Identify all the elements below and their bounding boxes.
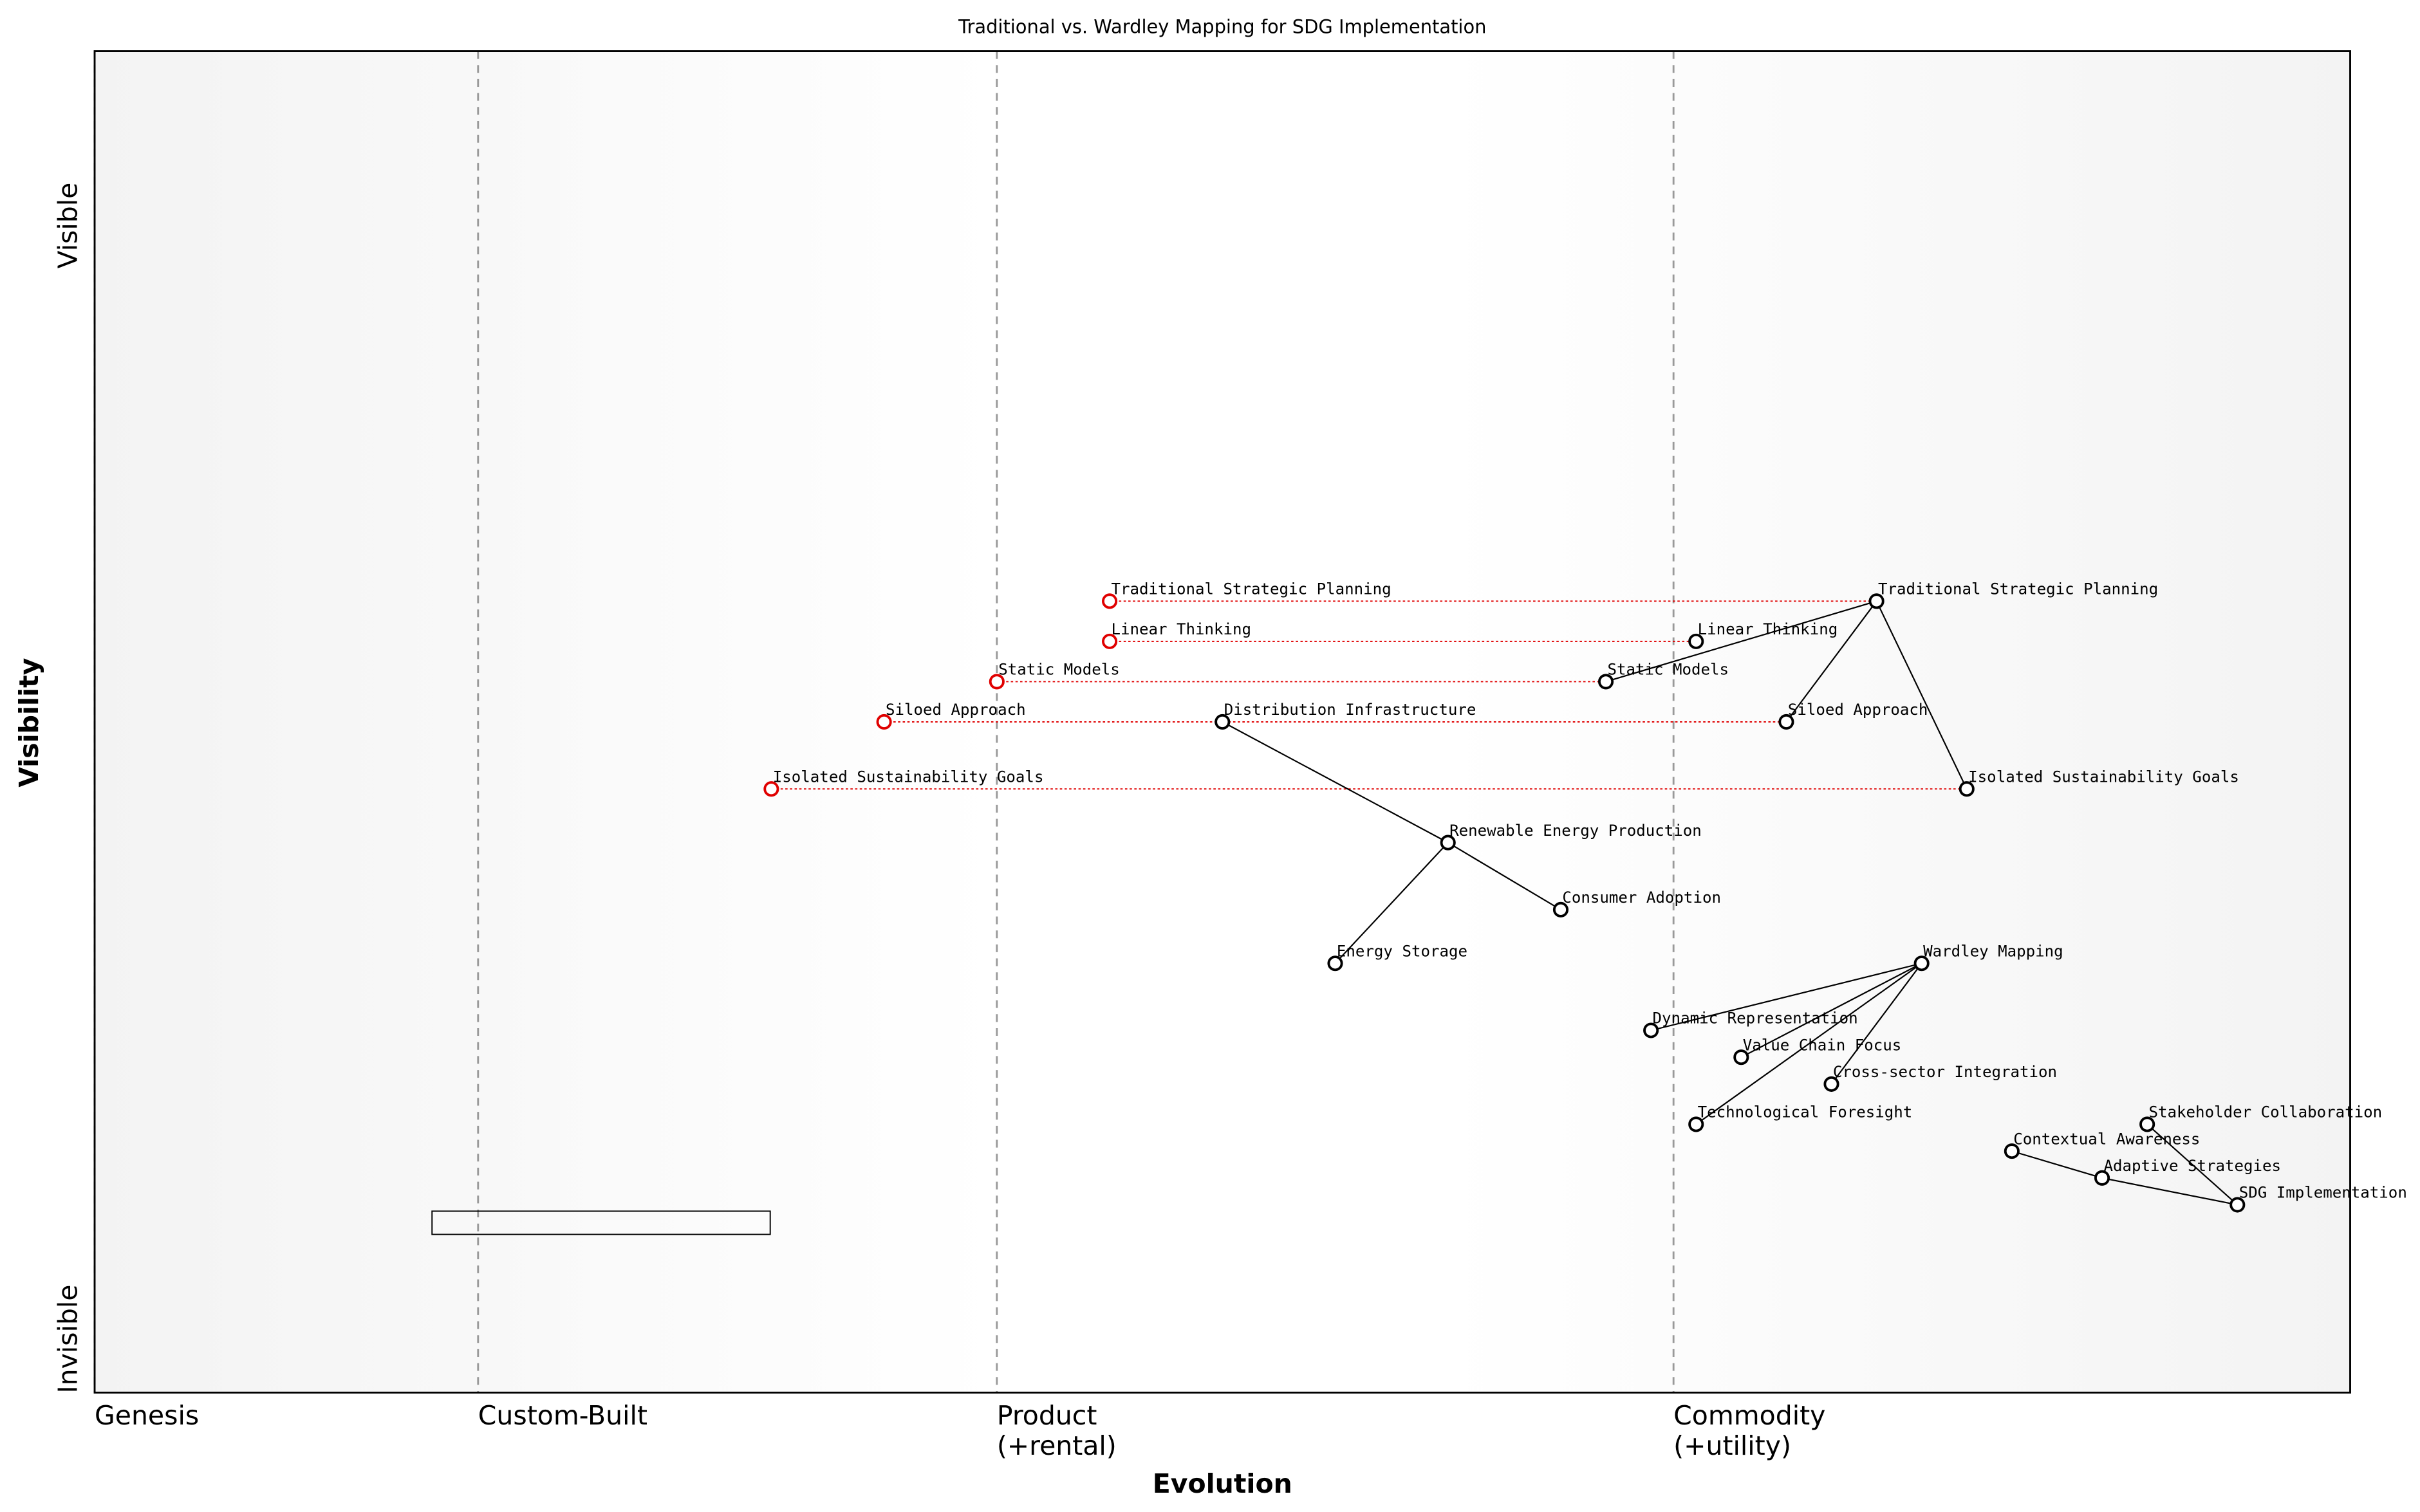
component-point-label: Siloed Approach <box>1788 701 1928 719</box>
component-point-label: Isolated Sustainability Goals <box>1968 768 2239 786</box>
component-point-label: Cross-sector Integration <box>1833 1063 2057 1081</box>
link <box>2011 1150 2103 1179</box>
traditional-point <box>1102 593 1118 609</box>
traditional-point-label: Static Models <box>998 661 1120 679</box>
component-point <box>1913 955 1930 972</box>
component-point-label: Stakeholder Collaboration <box>2149 1103 2383 1121</box>
traditional-point <box>876 714 892 730</box>
component-point <box>1868 593 1885 609</box>
component-point-label: Static Models <box>1607 661 1729 679</box>
x-tick-label: Custom-Built <box>478 1400 647 1431</box>
component-point <box>2094 1170 2110 1186</box>
traditional-point <box>989 674 1005 690</box>
component-point <box>1688 633 1704 649</box>
link <box>2101 1177 2238 1206</box>
traditional-point-label: Traditional Strategic Planning <box>1111 580 1391 598</box>
traditional-point-label: Siloed Approach <box>886 701 1026 719</box>
x-tick-label: Genesis <box>95 1400 199 1431</box>
component-point <box>1643 1022 1659 1038</box>
component-point-label: Linear Thinking <box>1698 620 1838 638</box>
component-point <box>1440 834 1456 851</box>
component-point <box>1778 714 1794 730</box>
component-point <box>1688 1116 1704 1132</box>
y-tick-label: Visible <box>52 183 83 269</box>
component-point-label: Dynamic Representation <box>1653 1010 1858 1028</box>
component-point-label: Contextual Awareness <box>2013 1130 2200 1148</box>
traditional-point-label: Isolated Sustainability Goals <box>773 768 1044 786</box>
plot-layer: Traditional Strategic Planning Linear Thi… <box>93 51 2407 1393</box>
component-point-label: Energy Storage <box>1337 942 1467 960</box>
link <box>1785 600 1877 723</box>
link <box>1830 963 1922 1085</box>
component-point-label: Wardley Mapping <box>1923 942 2063 960</box>
component-point <box>1597 674 1614 690</box>
x-tick-label: Product (+rental) <box>997 1400 1117 1461</box>
y-tick-label: Invisible <box>52 1285 83 1394</box>
plot-frame <box>93 50 2351 1394</box>
component-point-label: SDG Implementation <box>2239 1184 2407 1202</box>
component-point <box>1823 1076 1839 1092</box>
component-point <box>1327 955 1343 972</box>
traditional-point-label: Linear Thinking <box>1111 620 1251 638</box>
component-point-label: Adaptive Strategies <box>2103 1157 2281 1175</box>
component-point-label: Traditional Strategic Planning <box>1878 580 2158 598</box>
component-point-label: Renewable Energy Production <box>1449 822 1702 840</box>
component-point <box>1733 1049 1749 1065</box>
chart-title: Traditional vs. Wardley Mapping for SDG … <box>958 15 1486 37</box>
traditional-point <box>1102 633 1118 649</box>
link <box>1334 842 1449 964</box>
link <box>1605 600 1877 683</box>
link <box>1740 963 1922 1058</box>
link <box>2146 1123 2238 1206</box>
empty-box <box>431 1210 771 1235</box>
component-point <box>1959 781 1975 797</box>
component-point <box>1215 714 1231 730</box>
x-tick-label: Commodity (+utility) <box>1673 1400 1825 1461</box>
component-point-label: Value Chain Focus <box>1743 1036 1902 1054</box>
link <box>1222 721 1449 844</box>
component-point <box>1552 901 1569 917</box>
component-point-label: Consumer Adoption <box>1562 889 1721 907</box>
component-point-label: Distribution Infrastructure <box>1224 701 1476 719</box>
component-point <box>2139 1116 2155 1132</box>
component-point <box>2004 1143 2020 1159</box>
y-axis-label: Visibility <box>14 658 44 788</box>
x-axis-label: Evolution <box>1153 1468 1292 1499</box>
link <box>1695 963 1922 1125</box>
traditional-point <box>763 781 779 797</box>
link <box>1650 963 1922 1031</box>
link <box>1875 600 1968 789</box>
component-point-label: Technological Foresight <box>1698 1103 1913 1121</box>
component-point <box>2229 1197 2246 1213</box>
link <box>1447 842 1561 910</box>
